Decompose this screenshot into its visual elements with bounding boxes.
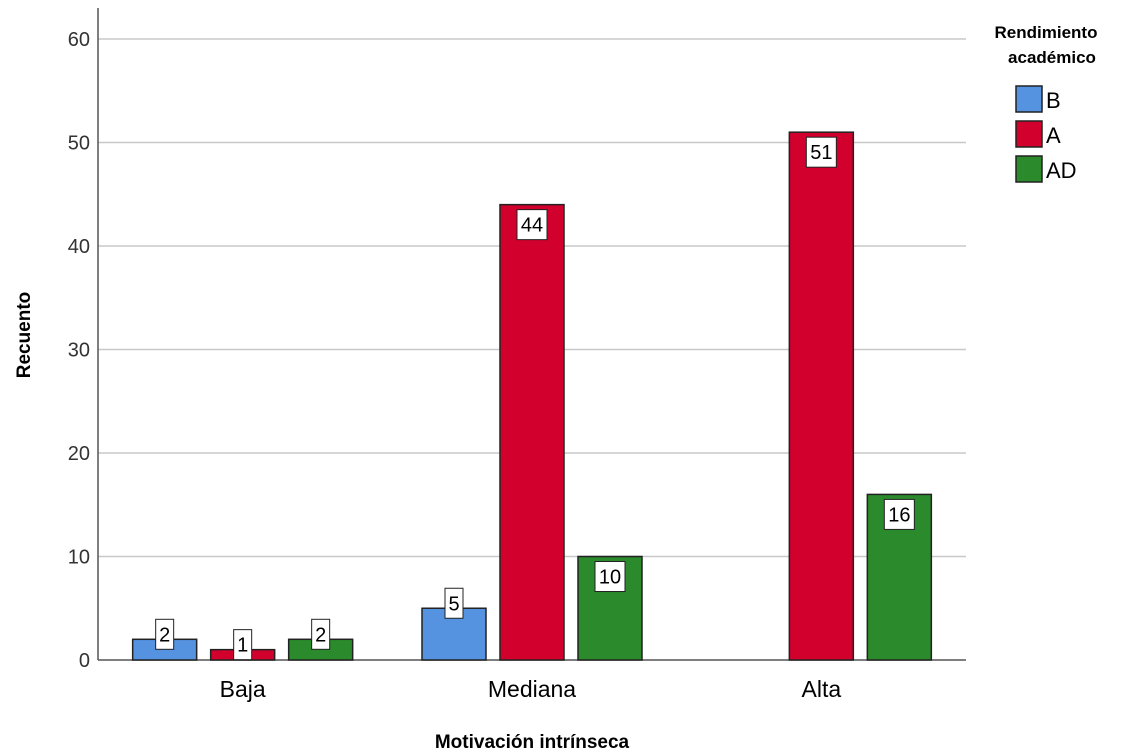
data-label: 51 [810, 142, 832, 164]
x-axis-title: Motivación intrínseca [435, 732, 630, 752]
data-label-box [594, 561, 626, 593]
data-label: 44 [521, 215, 543, 237]
x-tick-label: Alta [802, 676, 842, 702]
data-label-box [233, 629, 253, 661]
y-tick-label: 40 [68, 236, 90, 258]
data-label: 10 [599, 567, 621, 589]
legend-label-b: B [1046, 88, 1061, 113]
data-label-box [444, 587, 464, 619]
y-axis-title: Recuento [14, 292, 35, 379]
legend-label-a: A [1046, 123, 1061, 148]
bar-a [499, 203, 565, 661]
data-label-box [805, 136, 837, 168]
y-tick-label: 20 [68, 443, 90, 465]
data-label: 2 [159, 624, 170, 646]
y-tick-label: 50 [68, 133, 90, 155]
legend-title-line-2: académico [1008, 48, 1096, 67]
data-label: 2 [315, 624, 326, 646]
y-tick-label: 30 [68, 340, 90, 362]
y-tick-label: 0 [79, 650, 90, 672]
legend-label-ad: AD [1046, 158, 1077, 183]
legend: Rendimiento académico BA AD [995, 23, 1098, 183]
data-labels: 2 1 2 5 44 10 51 16 [155, 136, 915, 661]
data-label-box [516, 209, 548, 241]
y-tick-label: 10 [68, 547, 90, 569]
legend-title-line-1: Rendimiento [995, 23, 1098, 42]
data-label-box [155, 618, 175, 650]
legend-swatch-a [1015, 120, 1043, 148]
data-label: 5 [448, 593, 459, 615]
legend-swatch-ad [1015, 155, 1043, 183]
x-tick-label: Mediana [488, 676, 576, 702]
data-label: 16 [888, 504, 910, 526]
data-label-box [883, 498, 915, 530]
legend-swatch-b [1015, 85, 1043, 113]
x-tick-label: Baja [220, 676, 266, 702]
data-label: 1 [237, 635, 248, 657]
data-label-box [311, 618, 331, 650]
bar-a [788, 131, 855, 661]
y-tick-label: 60 [68, 29, 90, 51]
